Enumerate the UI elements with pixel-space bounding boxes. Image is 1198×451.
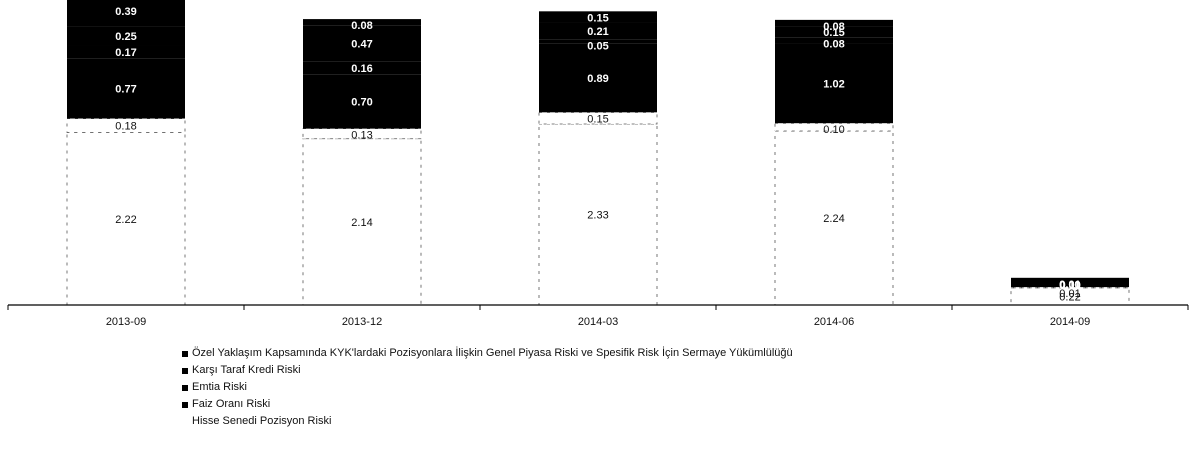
bar-segment bbox=[303, 61, 421, 75]
bar-segment bbox=[539, 22, 657, 40]
bar-segment bbox=[303, 25, 421, 62]
bar-segment bbox=[67, 0, 185, 27]
data-label: 0.70 bbox=[351, 96, 372, 108]
bar-segment bbox=[539, 43, 657, 113]
bar-segment bbox=[66, 132, 186, 306]
data-label: 0.17 bbox=[115, 47, 136, 59]
bar-segment bbox=[302, 138, 422, 306]
x-tick-label: 2014-03 bbox=[578, 316, 618, 328]
data-label: 0.39 bbox=[115, 6, 136, 18]
data-label: 0.16 bbox=[351, 63, 372, 75]
legend-swatch bbox=[182, 401, 188, 408]
data-label: 0.11 bbox=[1060, 280, 1081, 292]
legend-label: Faiz Oranı Riski bbox=[192, 398, 271, 410]
bar-segment bbox=[775, 19, 893, 27]
legend-item: Faiz Oranı Riski bbox=[182, 396, 793, 413]
data-label: 0.22 bbox=[1059, 291, 1080, 303]
data-label: 0.47 bbox=[351, 39, 372, 51]
bar-segment bbox=[67, 45, 185, 59]
data-label: 2.22 bbox=[115, 214, 136, 226]
data-label: 0.01 bbox=[1059, 288, 1080, 300]
legend-swatch bbox=[182, 384, 188, 391]
bar-segment bbox=[67, 26, 185, 46]
data-label: 2.24 bbox=[823, 213, 844, 225]
data-label: 0.01 bbox=[1059, 279, 1080, 291]
data-label: 0.89 bbox=[587, 73, 608, 85]
bar-segment bbox=[774, 130, 894, 306]
x-tick-label: 2014-09 bbox=[1050, 316, 1090, 328]
bar-segment bbox=[539, 39, 657, 44]
bar-segment bbox=[539, 11, 657, 23]
legend-item: Özel Yaklaşım Kapsamında KYK'lardaki Poz… bbox=[182, 345, 793, 362]
legend-swatch bbox=[182, 367, 188, 374]
data-label: 0.15 bbox=[587, 12, 608, 24]
legend-label: Emtia Riski bbox=[192, 381, 248, 393]
data-label: 0.21 bbox=[587, 26, 608, 38]
legend-label: Hisse Senedi Pozisyon Riski bbox=[192, 415, 332, 427]
legend-swatch bbox=[182, 350, 188, 357]
data-label: 1.02 bbox=[823, 79, 844, 91]
bar-segment bbox=[303, 74, 421, 129]
chart-legend: Özel Yaklaşım Kapsamında KYK'lardaki Poz… bbox=[182, 345, 793, 430]
stacked-bar-chart: 2.22 0.18 0.77 0.17 0.25 0.39 2013-09 2.14 0.13 0… bbox=[7, 0, 1189, 328]
data-label: 2.33 bbox=[587, 209, 608, 221]
data-label: 2.14 bbox=[351, 217, 372, 229]
bar-segment bbox=[1011, 278, 1129, 288]
x-tick-label: 2013-12 bbox=[342, 316, 382, 328]
bar-segment bbox=[1011, 277, 1129, 279]
data-label: 0.08 bbox=[351, 20, 372, 32]
data-label: 0.10 bbox=[823, 124, 844, 136]
data-label: 0.13 bbox=[351, 130, 372, 142]
legend-item: Karşı Taraf Kredi Riski bbox=[182, 362, 793, 379]
bar-segment bbox=[538, 123, 658, 306]
data-label: 0.15 bbox=[823, 27, 844, 39]
bar-segment bbox=[775, 43, 893, 124]
data-label: 0.05 bbox=[587, 40, 608, 52]
data-label: 0.08 bbox=[823, 39, 844, 51]
data-label: 0.00 bbox=[1059, 280, 1080, 292]
x-tick-label: 2014-06 bbox=[814, 316, 854, 328]
bar-segment bbox=[775, 26, 893, 38]
data-label: 0.77 bbox=[115, 84, 136, 96]
data-label: 0.18 bbox=[115, 121, 136, 133]
bar-segment bbox=[303, 19, 421, 26]
legend-item: Hisse Senedi Pozisyon Riski bbox=[182, 413, 793, 430]
bar-segment bbox=[67, 58, 185, 119]
legend-item: Emtia Riski bbox=[182, 379, 793, 396]
bar-segment bbox=[775, 37, 893, 44]
data-label: 0.15 bbox=[587, 113, 608, 125]
legend-label: Özel Yaklaşım Kapsamında KYK'lardaki Poz… bbox=[192, 347, 793, 359]
data-label: 0.08 bbox=[823, 21, 844, 33]
bar-segment bbox=[1011, 278, 1129, 280]
x-tick-label: 2013-09 bbox=[106, 316, 146, 328]
data-label: 0.00 bbox=[1059, 280, 1080, 292]
data-label: 0.25 bbox=[115, 31, 136, 43]
legend-label: Karşı Taraf Kredi Riski bbox=[192, 364, 301, 376]
